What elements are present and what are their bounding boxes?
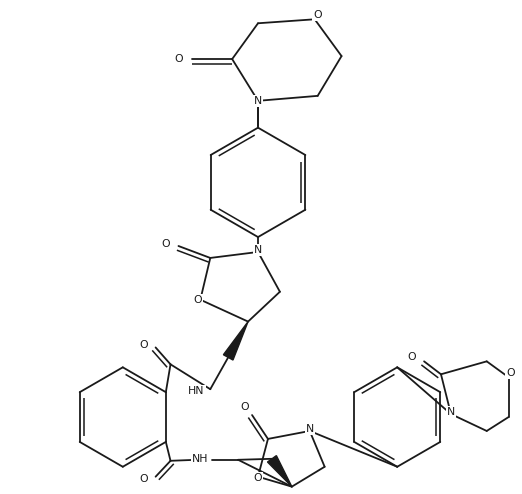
Text: O: O: [254, 473, 263, 483]
Text: N: N: [254, 245, 262, 255]
Text: O: O: [408, 352, 417, 363]
Text: O: O: [506, 369, 515, 378]
Text: O: O: [313, 10, 322, 20]
Text: HN: HN: [188, 386, 205, 396]
Polygon shape: [267, 455, 292, 487]
Text: O: O: [139, 340, 148, 350]
Text: N: N: [305, 424, 314, 434]
Text: O: O: [241, 402, 250, 412]
Text: O: O: [161, 239, 170, 249]
Text: NH: NH: [192, 454, 209, 464]
Text: N: N: [447, 407, 455, 417]
Text: N: N: [254, 96, 262, 106]
Text: O: O: [193, 295, 201, 305]
Polygon shape: [223, 322, 248, 360]
Text: O: O: [174, 54, 183, 64]
Text: O: O: [139, 474, 148, 484]
